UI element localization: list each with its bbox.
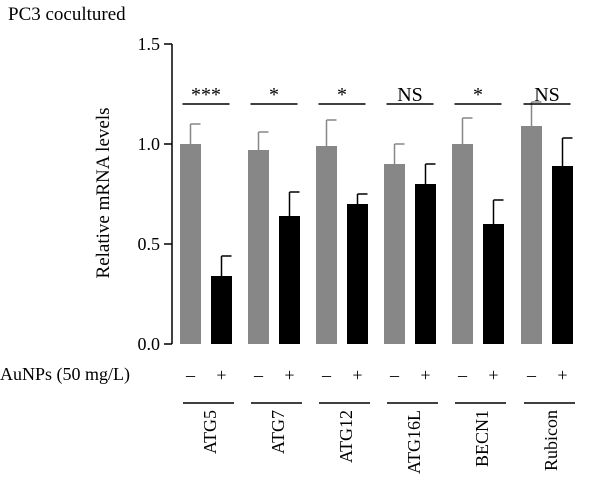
bar: [483, 224, 504, 344]
treatment-sign: –: [253, 365, 264, 385]
category-labels: ATG5 ATG7 ATG12 ATG16L BECN1 Rubicon: [183, 402, 575, 474]
y-tick-label: 0.0: [138, 334, 161, 354]
category-label: BECN1: [472, 410, 492, 467]
bar: [521, 126, 542, 344]
category-label: Rubicon: [541, 410, 561, 471]
significance-label: ***: [191, 84, 221, 106]
significance-annotations: *** * * NS * NS: [182, 84, 571, 106]
category-label: ATG7: [268, 410, 288, 454]
significance-label: NS: [397, 84, 423, 106]
bar: [452, 144, 473, 344]
treatment-sign: +: [420, 365, 430, 385]
treatment-signs: – + – + – + – + – + – +: [185, 365, 568, 385]
bar: [552, 166, 573, 344]
category-label: ATG12: [336, 410, 356, 463]
y-tick-label: 0.5: [138, 234, 161, 254]
treatment-label: AuNPs (50 mg/L): [0, 364, 130, 385]
significance-label: *: [269, 84, 279, 106]
significance-label: NS: [534, 84, 560, 106]
y-axis-ticks: 0.0 0.5 1.0 1.5: [138, 34, 172, 354]
treatment-sign: –: [526, 365, 537, 385]
treatment-sign: +: [216, 365, 226, 385]
chart-title: PC3 cocultured: [8, 4, 126, 25]
error-bars-group: [189, 101, 573, 276]
bar: [211, 276, 232, 344]
treatment-sign: –: [185, 365, 196, 385]
treatment-sign: +: [284, 365, 294, 385]
bar: [279, 216, 300, 344]
y-axis-label: Relative mRNA levels: [93, 108, 114, 279]
bars-group: [180, 126, 573, 344]
treatment-sign: –: [321, 365, 332, 385]
category-label: ATG16L: [404, 410, 424, 474]
y-tick-label: 1.0: [138, 134, 161, 154]
treatment-sign: +: [488, 365, 498, 385]
treatment-sign: –: [457, 365, 468, 385]
bar: [384, 164, 405, 344]
treatment-sign: +: [557, 365, 567, 385]
bar: [415, 184, 436, 344]
bar: [347, 204, 368, 344]
significance-label: *: [473, 84, 483, 106]
bar: [248, 150, 269, 344]
treatment-sign: +: [352, 365, 362, 385]
treatment-sign: –: [389, 365, 400, 385]
significance-label: *: [337, 84, 347, 106]
bar: [316, 146, 337, 344]
bar: [180, 144, 201, 344]
y-tick-label: 1.5: [138, 34, 161, 54]
category-label: ATG5: [200, 410, 220, 454]
